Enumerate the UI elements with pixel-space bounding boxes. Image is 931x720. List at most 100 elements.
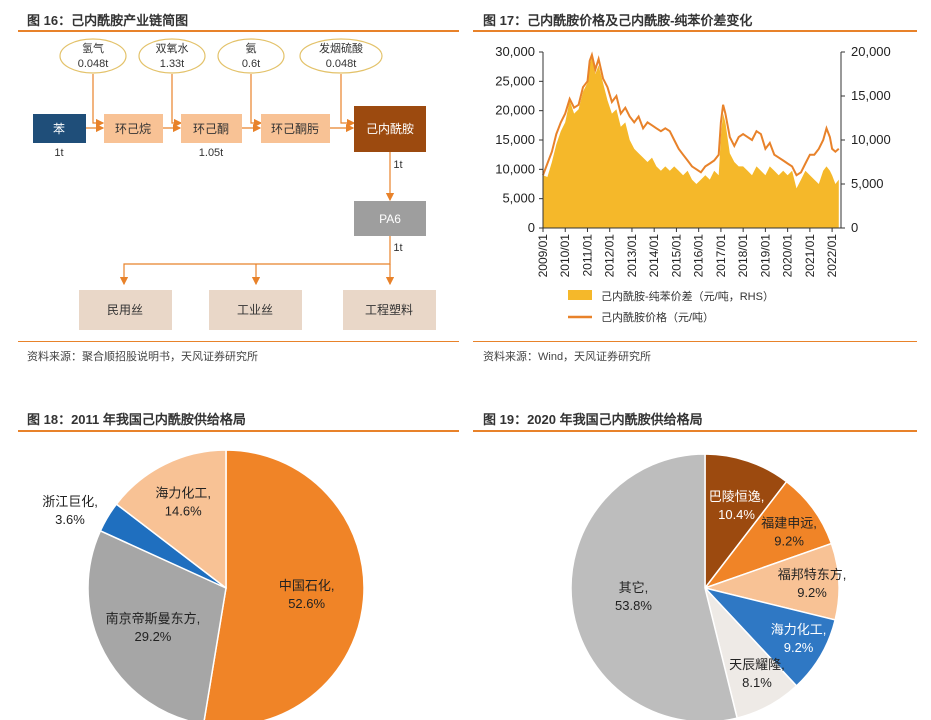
cyclohexanone-qty: 1.05t [199, 147, 223, 159]
fig18-title-rule [18, 430, 459, 432]
output-civil-yarn: 民用丝 [79, 290, 172, 330]
input-name: 氨 [246, 42, 257, 55]
node-pa6: PA6 [354, 201, 426, 236]
fig17-chart: 0 5,000 10,000 15,000 20,000 25,000 30,000 0 5,0… [495, 44, 891, 324]
slice-value-label: 3.6% [55, 512, 85, 527]
left-tick-label: 30,000 [495, 44, 535, 59]
slice-value-label: 14.6% [165, 503, 202, 518]
output-label: 工业丝 [237, 303, 273, 317]
pie-slice [570, 453, 739, 720]
x-tick-label: 2017/01 [714, 234, 728, 278]
slice-name-label: 海力化工, [771, 622, 827, 637]
slice-name-label: 巴陵恒逸, [709, 489, 765, 504]
slice-value-label: 9.2% [797, 585, 827, 600]
output-label: 民用丝 [107, 303, 143, 317]
pie-slice [203, 449, 365, 720]
node-label: 苯 [53, 122, 65, 136]
slice-name-label: 福邦特东方, [778, 567, 847, 582]
x-tick-label: 2022/01 [825, 234, 839, 278]
left-tick-label: 0 [528, 220, 535, 235]
x-tick-label: 2011/01 [580, 234, 594, 277]
left-tick-label: 5,000 [502, 191, 535, 206]
output-industrial-yarn: 工业丝 [209, 290, 302, 330]
x-tick-label: 2013/01 [625, 234, 639, 278]
input-hydrogen: 氢气 0.048t [59, 38, 127, 74]
input-amount: 0.048t [326, 58, 357, 70]
slice-value-label: 9.2% [784, 640, 814, 655]
slice-value-label: 52.6% [288, 596, 325, 611]
x-tick-label: 2016/01 [692, 234, 706, 278]
fig19-pie-chart: 巴陵恒逸, 10.4% 福建申远, 9.2% 福邦特东方, 9.2% 海力化工, 9.2% 天辰… [570, 453, 847, 720]
node-label: PA6 [379, 212, 401, 226]
node-cyclohexanone: 环己酮 [181, 114, 242, 143]
x-tick-label: 2018/01 [736, 234, 750, 278]
x-tick-label: 2019/01 [758, 234, 772, 278]
slice-name-label: 天辰耀隆, [729, 657, 785, 672]
input-name: 双氧水 [156, 41, 189, 55]
slice-value-label: 10.4% [718, 507, 755, 522]
fig18-title: 图 18：2011 年我国己内酰胺供给格局 [27, 412, 246, 427]
slice-name-label: 福建申远, [761, 515, 817, 530]
node-caprolactam: 己内酰胺 [354, 106, 426, 152]
output-engineering-plastic: 工程塑料 [343, 290, 436, 330]
input-oleum: 发烟硫酸 0.048t [299, 38, 383, 74]
input-amount: 0.048t [78, 58, 109, 70]
fig17-source: 资料来源：Wind，天风证券研究所 [483, 351, 652, 363]
input-name: 氢气 [82, 41, 104, 55]
left-tick-label: 15,000 [495, 132, 535, 147]
node-cyclohexane: 环己烷 [104, 114, 163, 143]
slice-value-label: 53.8% [615, 598, 652, 613]
node-label: 环己烷 [115, 122, 151, 136]
slice-value-label: 8.1% [742, 675, 772, 690]
output-label: 工程塑料 [365, 302, 413, 317]
slice-name-label: 海力化工, [155, 485, 211, 500]
fig16-title-rule [18, 30, 459, 32]
fig16-source: 资料来源：聚合顺招股说明书，天风证券研究所 [27, 351, 258, 363]
slice-value-label: 9.2% [774, 533, 804, 548]
right-tick-label: 20,000 [851, 44, 891, 59]
caprolactam-qty: 1t [393, 159, 402, 171]
fig16-title: 图 16：己内酰胺产业链简图 [27, 13, 189, 28]
input-hydrogen-peroxide: 双氧水 1.33t [138, 38, 206, 74]
price-line-series [542, 51, 840, 177]
right-tick-label: 5,000 [851, 176, 884, 191]
right-tick-label: 0 [851, 220, 858, 235]
node-benzene: 苯 [33, 114, 86, 143]
fig16-flow-diagram: 氢气 0.048t 双氧水 1.33t 氨 0.6t 发烟硫酸 0.048t 苯… [33, 38, 436, 330]
x-tick-label: 2012/01 [603, 234, 617, 278]
pie-slice [704, 453, 788, 591]
fig19-title-rule [473, 430, 917, 432]
left-tick-label: 25,000 [495, 73, 535, 88]
input-name: 发烟硫酸 [319, 41, 363, 55]
legend-line-label: 己内酰胺价格（元/吨） [601, 310, 714, 324]
pie-slice [702, 586, 837, 687]
fig17-source-rule [473, 341, 917, 342]
node-label: 环己酮 [193, 122, 229, 136]
node-label: 己内酰胺 [366, 122, 414, 136]
slice-name-label: 浙江巨化, [42, 494, 98, 509]
slice-name-label: 南京帝斯曼东方, [106, 611, 201, 626]
slice-name-label: 其它, [619, 580, 649, 595]
benzene-qty: 1t [54, 147, 63, 159]
fig17-title-rule [473, 30, 917, 32]
input-amount: 1.33t [160, 58, 184, 70]
node-label: 环己酮肟 [271, 122, 319, 136]
x-tick-label: 2020/01 [781, 234, 795, 278]
pie-slice [115, 449, 227, 590]
x-tick-label: 2010/01 [558, 234, 572, 278]
legend-area-label: 己内酰胺-纯苯价差（元/吨，RHS） [601, 289, 774, 303]
spread-area-series [543, 56, 839, 229]
fig19-title: 图 19：2020 年我国己内酰胺供给格局 [483, 412, 703, 427]
left-tick-label: 20,000 [495, 103, 535, 118]
input-ammonia: 氨 0.6t [217, 38, 285, 74]
x-tick-label: 2015/01 [669, 234, 683, 278]
fig17-title: 图 17：己内酰胺价格及己内酰胺-纯苯价差变化 [483, 13, 753, 28]
legend-area-swatch [568, 290, 592, 300]
x-tick-label: 2014/01 [647, 234, 661, 278]
right-tick-label: 10,000 [851, 132, 891, 147]
fig18-pie-chart: 中国石化, 52.6% 南京帝斯曼东方, 29.2% 浙江巨化, 3.6% 海力化工, 14.… [42, 449, 365, 720]
node-cyclohexanone-oxime: 环己酮肟 [261, 114, 330, 143]
slice-value-label: 29.2% [135, 629, 172, 644]
pie-slice [702, 542, 840, 621]
right-tick-label: 15,000 [851, 88, 891, 103]
